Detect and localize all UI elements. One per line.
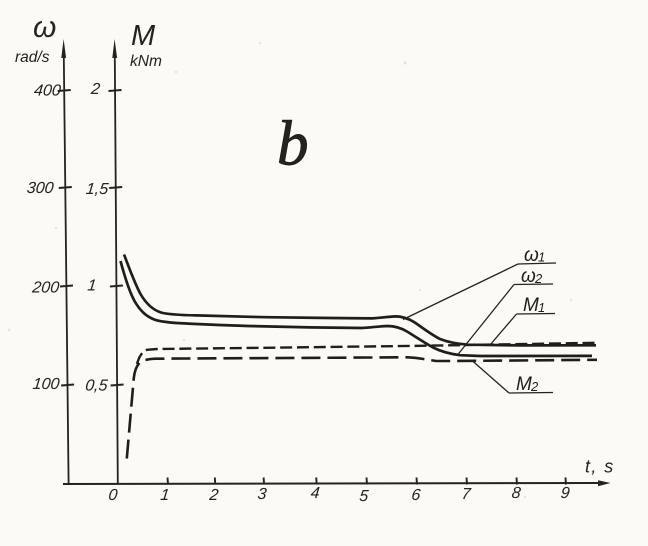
svg-text:2: 2 bbox=[530, 379, 539, 394]
svg-text:kNm: kNm bbox=[130, 53, 162, 70]
svg-text:200: 200 bbox=[31, 279, 61, 297]
svg-text:2: 2 bbox=[208, 486, 220, 504]
svg-text:2: 2 bbox=[534, 271, 543, 286]
svg-text:ω: ω bbox=[33, 11, 56, 44]
svg-text:1: 1 bbox=[87, 277, 98, 295]
svg-text:100: 100 bbox=[32, 375, 61, 393]
svg-text:t, s: t, s bbox=[585, 457, 615, 477]
svg-text:M: M bbox=[523, 295, 539, 316]
svg-text:4: 4 bbox=[310, 484, 321, 502]
svg-text:M: M bbox=[131, 20, 156, 52]
svg-text:400: 400 bbox=[33, 82, 62, 100]
svg-text:7: 7 bbox=[461, 485, 473, 503]
svg-text:8: 8 bbox=[511, 484, 522, 502]
svg-text:rad/s: rad/s bbox=[15, 49, 50, 66]
svg-text:ω: ω bbox=[521, 266, 536, 287]
svg-text:1: 1 bbox=[160, 486, 171, 504]
svg-text:6: 6 bbox=[411, 486, 422, 504]
svg-text:1: 1 bbox=[538, 300, 545, 315]
svg-text:3: 3 bbox=[257, 485, 268, 503]
svg-text:0: 0 bbox=[108, 486, 119, 504]
svg-text:300: 300 bbox=[26, 179, 55, 197]
svg-text:9: 9 bbox=[560, 484, 571, 502]
svg-text:1,5: 1,5 bbox=[85, 180, 109, 198]
svg-text:5: 5 bbox=[358, 487, 369, 505]
svg-text:1: 1 bbox=[538, 250, 545, 265]
svg-text:b: b bbox=[277, 109, 309, 179]
svg-text:2: 2 bbox=[89, 80, 101, 98]
svg-text:M: M bbox=[516, 374, 532, 395]
svg-text:0,5: 0,5 bbox=[84, 377, 108, 395]
svg-text:ω: ω bbox=[524, 245, 539, 266]
